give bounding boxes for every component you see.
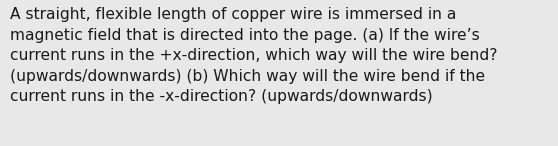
Text: A straight, flexible length of copper wire is immersed in a
magnetic field that : A straight, flexible length of copper wi… (10, 7, 498, 104)
